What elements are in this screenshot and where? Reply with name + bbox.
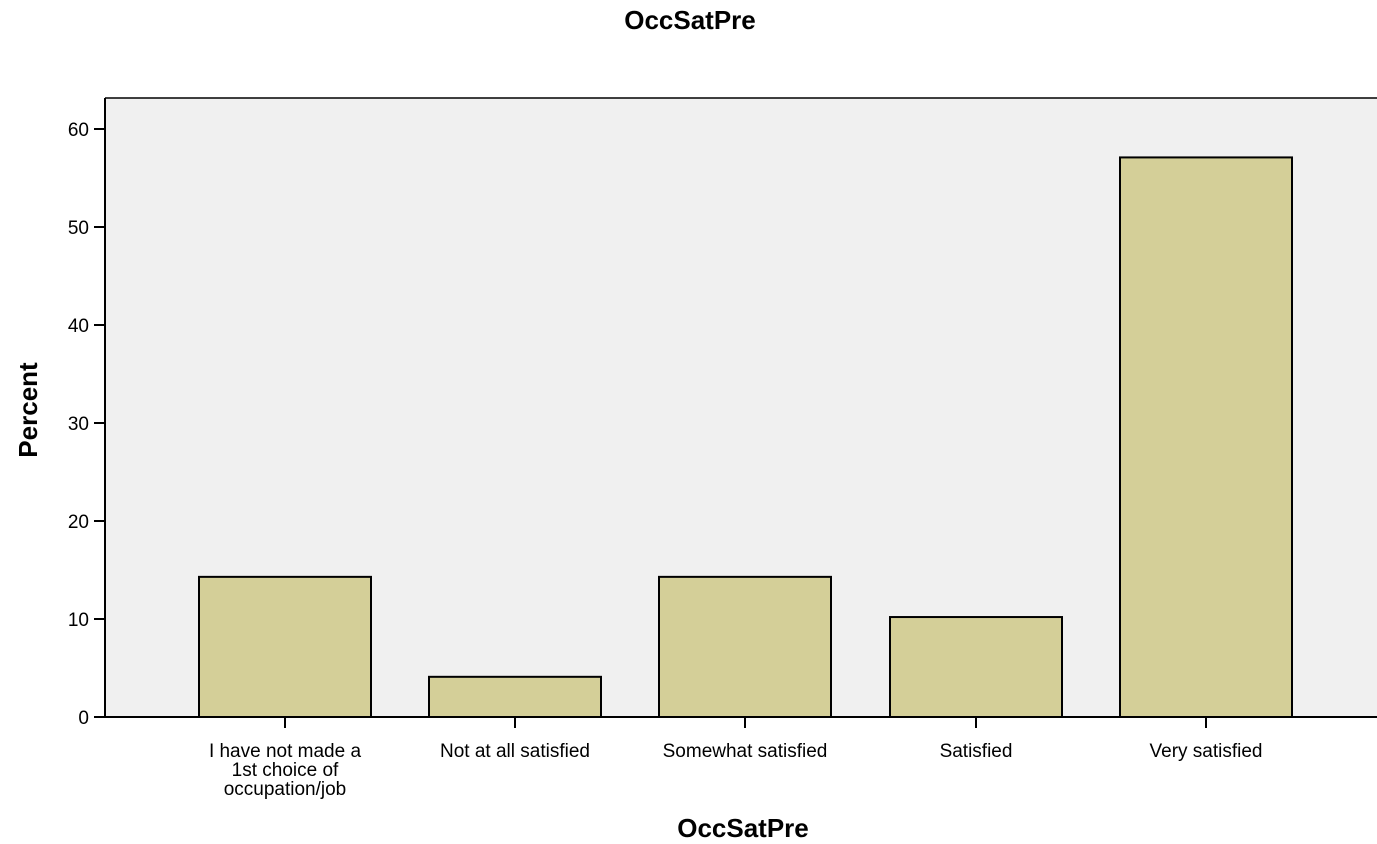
y-tick-label: 30	[68, 414, 89, 435]
x-tick-label: Very satisfied	[1150, 741, 1263, 762]
bars-group	[198, 156, 1293, 719]
chart-title: OccSatPre	[624, 5, 756, 35]
x-tick-label: I have not made a	[209, 741, 362, 762]
bar	[889, 616, 1063, 718]
x-tick-label: 1st choice of	[232, 760, 339, 781]
x-tick-label: Satisfied	[940, 741, 1013, 762]
bar	[198, 575, 372, 718]
x-tick-label: occupation/job	[224, 779, 347, 800]
y-tick-label: 60	[68, 120, 89, 141]
y-tick-label: 20	[68, 512, 89, 533]
x-tick-label: Somewhat satisfied	[663, 741, 828, 762]
y-tick-label: 0	[78, 708, 89, 729]
bar	[428, 675, 602, 719]
y-tick-label: 10	[68, 610, 89, 631]
y-tick-label: 50	[68, 218, 89, 239]
bar	[658, 575, 832, 718]
x-tick-label: Not at all satisfied	[440, 741, 590, 762]
y-ticks-group: 0 10 20 30 40 50 60	[68, 120, 105, 729]
x-axis-label: OccSatPre	[677, 813, 809, 843]
y-axis-label: Percent	[13, 362, 43, 458]
y-tick-label: 40	[68, 316, 89, 337]
bar	[1119, 156, 1293, 719]
